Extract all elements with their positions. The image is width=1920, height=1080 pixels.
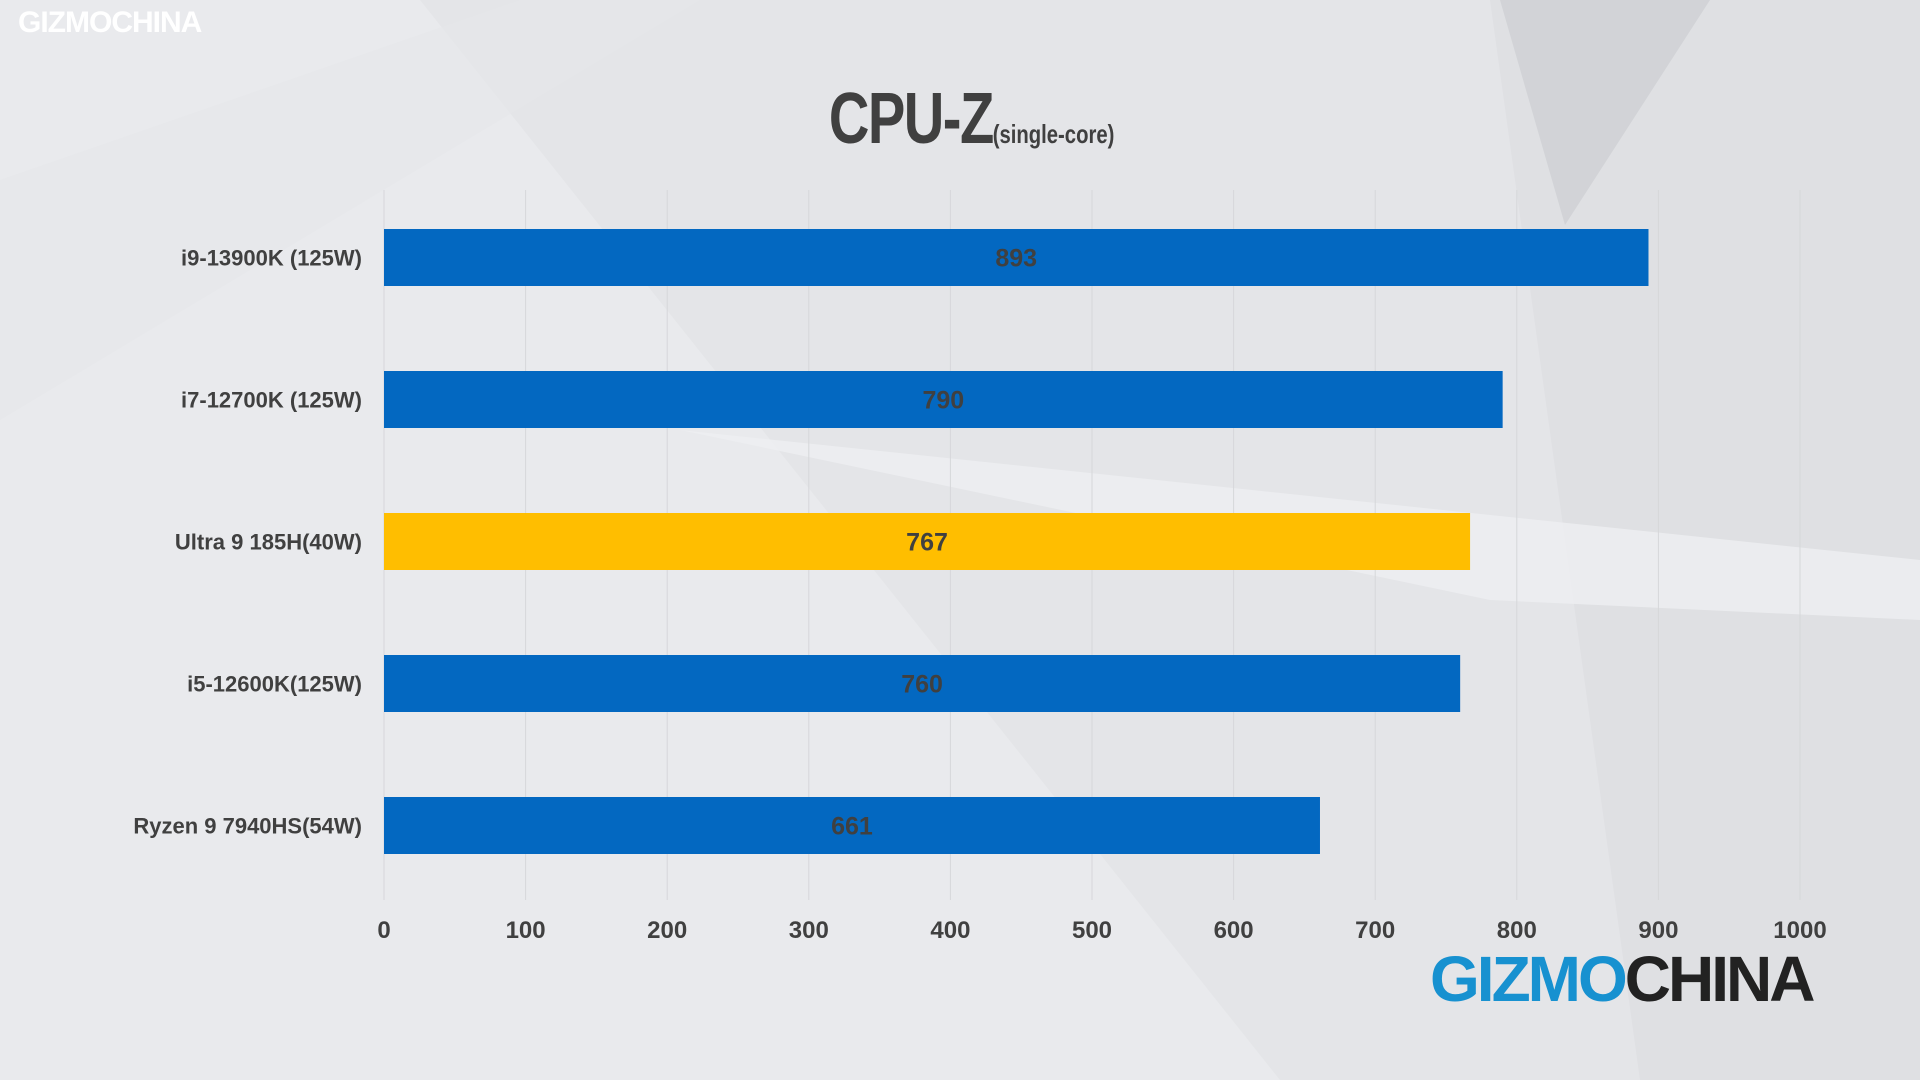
x-tick-labels: 0 100 200 300 400 500 600 700 800 900 1000: [377, 917, 1826, 944]
x-tick-label: 500: [1072, 917, 1112, 944]
x-tick-label: 900: [1638, 917, 1678, 944]
bar: [384, 513, 1471, 570]
bar: [384, 371, 1503, 428]
watermark-logo-text: GIZMOCHINA: [18, 6, 202, 39]
bar-value-label: 790: [922, 387, 964, 415]
bar-value-label: 760: [901, 671, 943, 699]
bar-value-label: 893: [995, 245, 1037, 273]
x-tick-label: 1000: [1773, 917, 1826, 944]
x-tick-label: 0: [377, 917, 390, 944]
logo-part-gizmo: GIZMO: [1430, 943, 1628, 1015]
x-tick-label: 400: [930, 917, 970, 944]
category-label: Ultra 9 185H(40W): [175, 530, 362, 555]
chart-title: CPU-Z(single-core): [223, 78, 1721, 160]
category-label: i9-13900K (125W): [181, 246, 362, 271]
logo-part-china: CHINA: [1624, 943, 1816, 1015]
bars: 893 790 767 760 661: [384, 229, 1649, 854]
gizmochina-logo: GIZMOCHINA: [1430, 942, 1816, 1016]
x-tick-label: 200: [647, 917, 687, 944]
category-label: i7-12700K (125W): [181, 388, 362, 413]
x-tick-label: 100: [506, 917, 546, 944]
chart-subtitle: (single-core): [992, 119, 1115, 149]
x-tick-label: 300: [789, 917, 829, 944]
x-tick-label: 700: [1355, 917, 1395, 944]
bar-value-label: 767: [906, 529, 948, 557]
category-label: Ryzen 9 7940HS(54W): [133, 814, 362, 839]
category-label: i5-12600K(125W): [187, 672, 362, 697]
chart-title-main: CPU-Z: [828, 79, 994, 159]
category-labels: i9-13900K (125W) i7-12700K (125W) Ultra 9 …: [133, 246, 362, 839]
x-tick-label: 800: [1497, 917, 1537, 944]
bar-value-label: 661: [831, 813, 873, 841]
bar: [384, 655, 1461, 712]
bar: [384, 229, 1649, 286]
bar: [384, 797, 1320, 854]
x-tick-label: 600: [1214, 917, 1254, 944]
